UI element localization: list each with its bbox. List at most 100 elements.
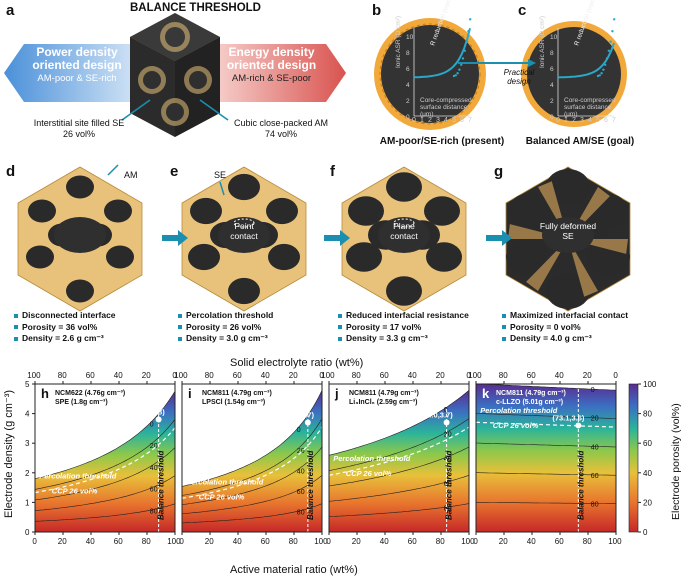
balance-point bbox=[443, 419, 450, 426]
x-tick-label: 20 bbox=[499, 537, 508, 546]
stage-crystal-d bbox=[17, 166, 143, 312]
top-tick-label: 80 bbox=[205, 371, 214, 380]
ccp-note: Cubic close-packed AM 74 vol% bbox=[222, 118, 340, 140]
contour-label-0: 0 bbox=[444, 407, 448, 414]
contour-line-60 bbox=[34, 475, 176, 511]
stage-bullet: Density = 3.0 g cm⁻³ bbox=[178, 333, 268, 344]
se-pointer-line bbox=[121, 99, 151, 121]
energy-density-arrow bbox=[214, 44, 346, 102]
stage-arrow-1 bbox=[162, 230, 188, 246]
panel-title-2: c-LLZO (5.01g cm⁻³) bbox=[496, 399, 563, 406]
power-title-line1: Power density bbox=[36, 45, 118, 59]
plot-frame bbox=[475, 383, 617, 533]
stage-arrow-3 bbox=[486, 230, 512, 246]
asr-point bbox=[463, 49, 466, 52]
panel-label-f: f bbox=[330, 163, 335, 180]
panel-title-2: SPE (1.8g cm⁻³) bbox=[55, 399, 108, 406]
bullet-text: Density = 3.3 g cm⁻³ bbox=[346, 333, 428, 343]
porosity-fill bbox=[35, 391, 175, 532]
am-pointer-line bbox=[199, 99, 229, 121]
contour-line-80 bbox=[328, 503, 470, 517]
stage-bullet: Percolation threshold bbox=[178, 310, 273, 320]
contour-line-40 bbox=[34, 447, 176, 501]
contour-label-40: 40 bbox=[297, 468, 305, 475]
asr-curve bbox=[557, 42, 615, 79]
panel-c-particle bbox=[521, 21, 627, 127]
top-tick-label: 20 bbox=[289, 371, 298, 380]
contour-line-80 bbox=[475, 502, 616, 504]
top-tick-label: 20 bbox=[142, 371, 151, 380]
x-tick-label: 80 bbox=[436, 537, 445, 546]
balance-point-label: (88.3,3.8) bbox=[133, 408, 166, 417]
heatmap-panel-k: 0 20 40 60 80 (73.1,3.6) Balance threshold Perc… bbox=[468, 371, 622, 546]
inset-xtick: 7 bbox=[612, 117, 616, 124]
balance-point bbox=[155, 416, 162, 423]
inset-xtick: 0 bbox=[412, 117, 416, 124]
inset-xtick: 3 bbox=[436, 117, 440, 124]
contour-label-60: 60 bbox=[444, 481, 452, 488]
bullet-marker bbox=[14, 336, 18, 341]
stage-bullet: Density = 3.3 g cm⁻³ bbox=[338, 333, 428, 344]
x-tick-label: 20 bbox=[352, 537, 361, 546]
energy-sub: AM-rich & SE-poor bbox=[231, 73, 312, 84]
am-particle bbox=[228, 277, 260, 305]
center-particle bbox=[54, 217, 106, 253]
top-tick-label: 80 bbox=[58, 371, 67, 380]
inset-xtick: 6 bbox=[604, 117, 608, 124]
inset-ytick: 8 bbox=[406, 50, 410, 57]
x-tick-label: 0 bbox=[326, 537, 331, 546]
percolation-line bbox=[34, 427, 176, 494]
x-tick-label: 100 bbox=[167, 537, 181, 546]
contour-line-60 bbox=[476, 472, 617, 476]
power-sub: AM-poor & SE-rich bbox=[37, 73, 117, 84]
y-tick-label: 0 bbox=[25, 528, 30, 537]
panel-label-i: i bbox=[188, 386, 192, 401]
contour-line-80 bbox=[34, 503, 176, 522]
stage-bullet: Maximized interfacial contact bbox=[502, 310, 628, 320]
colorbar-tick-label: 60 bbox=[643, 439, 652, 448]
percolation-line bbox=[328, 426, 470, 476]
am-particle bbox=[28, 199, 56, 223]
panel-label-h: h bbox=[41, 386, 49, 401]
bullet-marker bbox=[178, 325, 182, 330]
bullet-text: Porosity = 26 vol% bbox=[186, 321, 262, 332]
practical-label-2: design bbox=[507, 77, 531, 86]
am-particle bbox=[426, 242, 462, 272]
y-tick-label: 4 bbox=[25, 410, 30, 419]
am-particle bbox=[546, 272, 590, 310]
am-particle bbox=[386, 276, 422, 306]
contour-label-0: 0 bbox=[297, 427, 301, 434]
bullet-text: Percolation threshold bbox=[186, 310, 274, 320]
contour-line-0 bbox=[181, 390, 323, 487]
stage-crystal-g bbox=[505, 166, 631, 312]
contact-outline bbox=[233, 218, 255, 228]
plot-frame bbox=[181, 383, 323, 533]
panel-label-g: g bbox=[494, 163, 504, 180]
bullet-marker bbox=[338, 325, 342, 330]
am-particle bbox=[190, 197, 222, 225]
stage-bullet: Porosity = 26 vol% bbox=[178, 322, 261, 332]
balance-point-label: (89.9,3.7) bbox=[282, 410, 315, 419]
x-tick-label: 40 bbox=[233, 537, 242, 546]
practical-design-label: Practical design bbox=[494, 68, 544, 86]
inset-ytick: 0 bbox=[550, 114, 554, 121]
contour-line-60 bbox=[328, 475, 470, 502]
top-tick-label: 100 bbox=[468, 371, 482, 380]
y-tick-label: 2 bbox=[25, 469, 30, 478]
panel-b-caption: AM-poor/SE-rich (present) bbox=[379, 136, 505, 147]
interstitial-note-1: Interstitial site filled SE bbox=[33, 118, 125, 128]
percolation-label: Percolation threshold bbox=[480, 406, 558, 415]
inset-ytick: 8 bbox=[550, 50, 554, 57]
inset-xlabel-1: Core-compressed bbox=[420, 97, 472, 104]
contour-label-80: 80 bbox=[444, 505, 452, 512]
x-tick-label: 60 bbox=[408, 537, 417, 546]
panel-title-1: NCM811 (4.79g cm⁻³) bbox=[496, 390, 566, 397]
am-arrow-label: AM bbox=[124, 170, 138, 180]
stage-center-text: Plane bbox=[393, 221, 415, 231]
top-tick-label: 60 bbox=[527, 371, 536, 380]
top-tick-label: 40 bbox=[408, 371, 417, 380]
stage-bullet: Disconnected interface bbox=[14, 310, 116, 320]
